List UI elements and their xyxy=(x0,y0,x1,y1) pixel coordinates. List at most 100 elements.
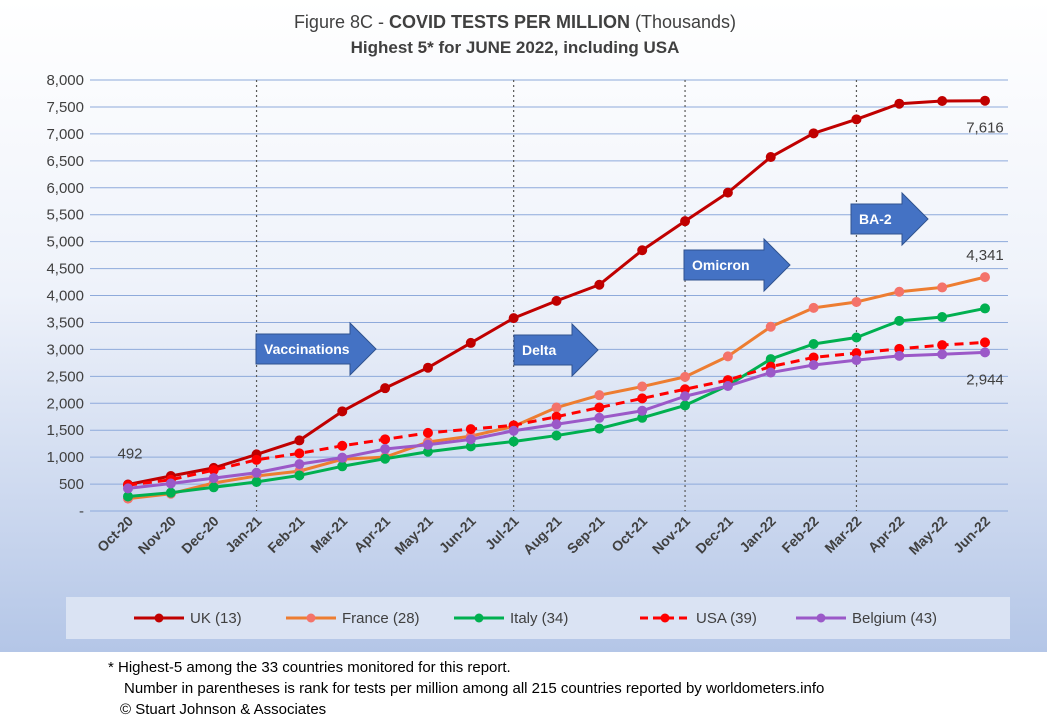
x-tick-label: Jun-21 xyxy=(436,513,479,556)
x-tick-label: Apr-22 xyxy=(865,513,908,556)
x-tick-label: Feb-21 xyxy=(264,513,307,556)
data-point xyxy=(508,436,519,447)
data-point xyxy=(894,98,905,109)
data-point xyxy=(980,347,990,358)
data-point xyxy=(637,405,648,416)
event-arrow-label: Vaccinations xyxy=(264,341,350,357)
legend-label: UK (13) xyxy=(190,609,242,627)
data-point xyxy=(337,406,348,417)
y-tick-label: 3,500 xyxy=(46,314,84,331)
line-chart: Figure 8C - COVID TESTS PER MILLION (Tho… xyxy=(46,12,1008,558)
legend-label: Belgium (43) xyxy=(852,609,938,627)
y-tick-label: 3,000 xyxy=(46,341,84,358)
data-point xyxy=(294,470,305,481)
legend-item: France (28) xyxy=(284,597,420,639)
legend-item: Italy (34) xyxy=(452,597,568,639)
data-point xyxy=(594,423,605,434)
event-lines xyxy=(255,80,858,511)
chart-subtitle: Highest 5* for JUNE 2022, including USA xyxy=(351,38,680,57)
x-tick-label: Feb-22 xyxy=(778,513,821,556)
data-point xyxy=(294,459,305,470)
x-tick-label: Aug-21 xyxy=(520,513,565,558)
y-tick-label: 1,000 xyxy=(46,449,84,466)
data-point xyxy=(637,393,648,404)
y-tick-label: 2,000 xyxy=(46,395,84,412)
data-point xyxy=(808,128,819,139)
data-point xyxy=(722,187,733,198)
legend-swatch xyxy=(134,613,184,623)
data-point xyxy=(851,114,862,125)
data-point xyxy=(551,430,562,441)
title-prefix: Figure 8C - xyxy=(294,12,389,32)
chart-panel xyxy=(0,0,1047,652)
data-point xyxy=(251,467,262,478)
data-point xyxy=(680,371,691,382)
x-tick-label: Mar-22 xyxy=(821,513,864,556)
data-point xyxy=(894,315,905,326)
series-line xyxy=(127,340,986,487)
event-arrow xyxy=(255,321,377,377)
data-label: 7,616 xyxy=(966,120,1004,137)
x-tick-label: Dec-21 xyxy=(692,513,736,557)
legend-item: Belgium (43) xyxy=(794,597,937,639)
x-tick-label: Jun-22 xyxy=(950,513,993,556)
data-point xyxy=(337,452,348,463)
data-point xyxy=(165,478,176,489)
y-tick-label: 2,500 xyxy=(46,368,84,385)
data-point xyxy=(722,381,733,392)
data-point xyxy=(251,476,262,487)
footnote-2: Number in parentheses is rank for tests … xyxy=(124,680,825,697)
data-point xyxy=(808,302,819,313)
event-arrow-label: Omicron xyxy=(692,257,750,273)
data-point xyxy=(894,286,905,297)
data-point xyxy=(594,390,605,401)
x-tick-label: Mar-21 xyxy=(307,513,350,556)
x-tick-label: Nov-21 xyxy=(649,513,693,557)
y-tick-label: 4,500 xyxy=(46,261,84,278)
data-point xyxy=(337,461,348,472)
data-point xyxy=(380,383,391,394)
data-point xyxy=(294,435,305,446)
data-point xyxy=(851,355,862,366)
event-arrows: Vaccinations Delta Omicron BA-2 xyxy=(255,191,929,378)
title-bold: COVID TESTS PER MILLION xyxy=(389,12,630,32)
data-point xyxy=(380,434,391,445)
event-arrow xyxy=(513,322,599,378)
legend-label: Italy (34) xyxy=(510,609,569,627)
data-point xyxy=(594,412,605,423)
y-tick-label: 6,000 xyxy=(46,180,84,197)
y-tick-label: 8,000 xyxy=(46,72,84,89)
data-point xyxy=(937,349,948,360)
data-point xyxy=(937,282,948,293)
data-label: 492 xyxy=(117,445,142,462)
data-label: 2,944 xyxy=(966,371,1004,388)
data-point xyxy=(765,367,776,378)
data-point xyxy=(465,337,476,348)
x-tick-label: Jul-21 xyxy=(482,513,522,553)
data-point xyxy=(422,362,433,373)
data-point xyxy=(208,473,219,484)
y-tick-label: - xyxy=(79,503,84,520)
gridlines xyxy=(90,79,1008,512)
data-point xyxy=(980,303,990,314)
data-point xyxy=(251,454,262,465)
data-point xyxy=(980,272,990,283)
title-suffix: (Thousands) xyxy=(630,12,736,32)
event-arrow-label: Delta xyxy=(522,342,556,358)
legend-label: USA (39) xyxy=(696,609,757,627)
data-point xyxy=(551,295,562,306)
data-point xyxy=(765,152,776,163)
data-point xyxy=(637,381,648,392)
data-point xyxy=(980,337,990,348)
data-point xyxy=(937,340,948,351)
y-tick-label: 1,500 xyxy=(46,422,84,439)
data-point xyxy=(380,444,391,455)
y-tick-label: 5,500 xyxy=(46,207,84,224)
x-tick-label: Jan-22 xyxy=(736,513,779,556)
y-axis-ticks: - 500 1,000 1,500 2,000 2,500 3,000 3,500 4,000 4… xyxy=(46,72,84,520)
x-tick-label: Nov-20 xyxy=(135,513,179,557)
event-arrow-label: BA-2 xyxy=(859,211,892,227)
legend-swatch xyxy=(796,613,846,623)
data-point xyxy=(594,279,605,290)
